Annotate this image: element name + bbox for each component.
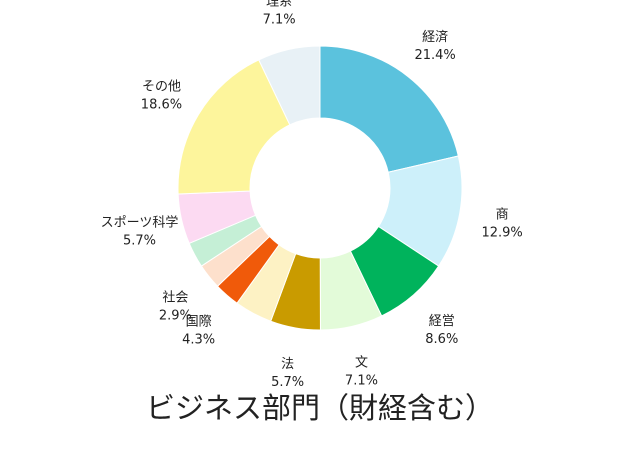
slice-percent: 12.9% (481, 226, 522, 241)
slice-percent: 4.3% (182, 333, 215, 348)
slice-percent: 5.7% (123, 234, 156, 249)
slice-label: 理系 (266, 0, 292, 10)
slice-label: 文 (355, 355, 368, 370)
slice-label: 商 (496, 208, 509, 223)
slice-percent: 21.4% (414, 48, 455, 63)
donut-slices (177, 45, 463, 331)
slice-percent: 7.1% (263, 13, 296, 28)
slice-label: 法 (281, 357, 294, 372)
donut-slice (319, 45, 459, 173)
donut-slice (258, 45, 321, 126)
donut-slice (177, 59, 291, 195)
slice-label: 社会 (162, 289, 188, 305)
slice-labels: 経済 21.4% 商 12.9% 経営 8.6% 文 7.1% 法 5.7% 国際 4.3% 社会 2.9… (101, 0, 523, 390)
slice-label: 経営 (429, 314, 455, 329)
slice-percent: 18.6% (141, 98, 182, 113)
slice-percent: 8.6% (425, 332, 458, 347)
slice-label: その他 (142, 80, 181, 95)
chart-title: ビジネス部門（財経含む） (146, 391, 494, 425)
slice-percent: 7.1% (345, 373, 378, 388)
slice-label: 経済 (422, 29, 448, 45)
slice-label: 国際 (186, 315, 212, 330)
slice-label: スポーツ科学 (101, 215, 179, 231)
slice-percent: 2.9% (159, 308, 192, 323)
slice-percent: 5.7% (271, 375, 304, 390)
